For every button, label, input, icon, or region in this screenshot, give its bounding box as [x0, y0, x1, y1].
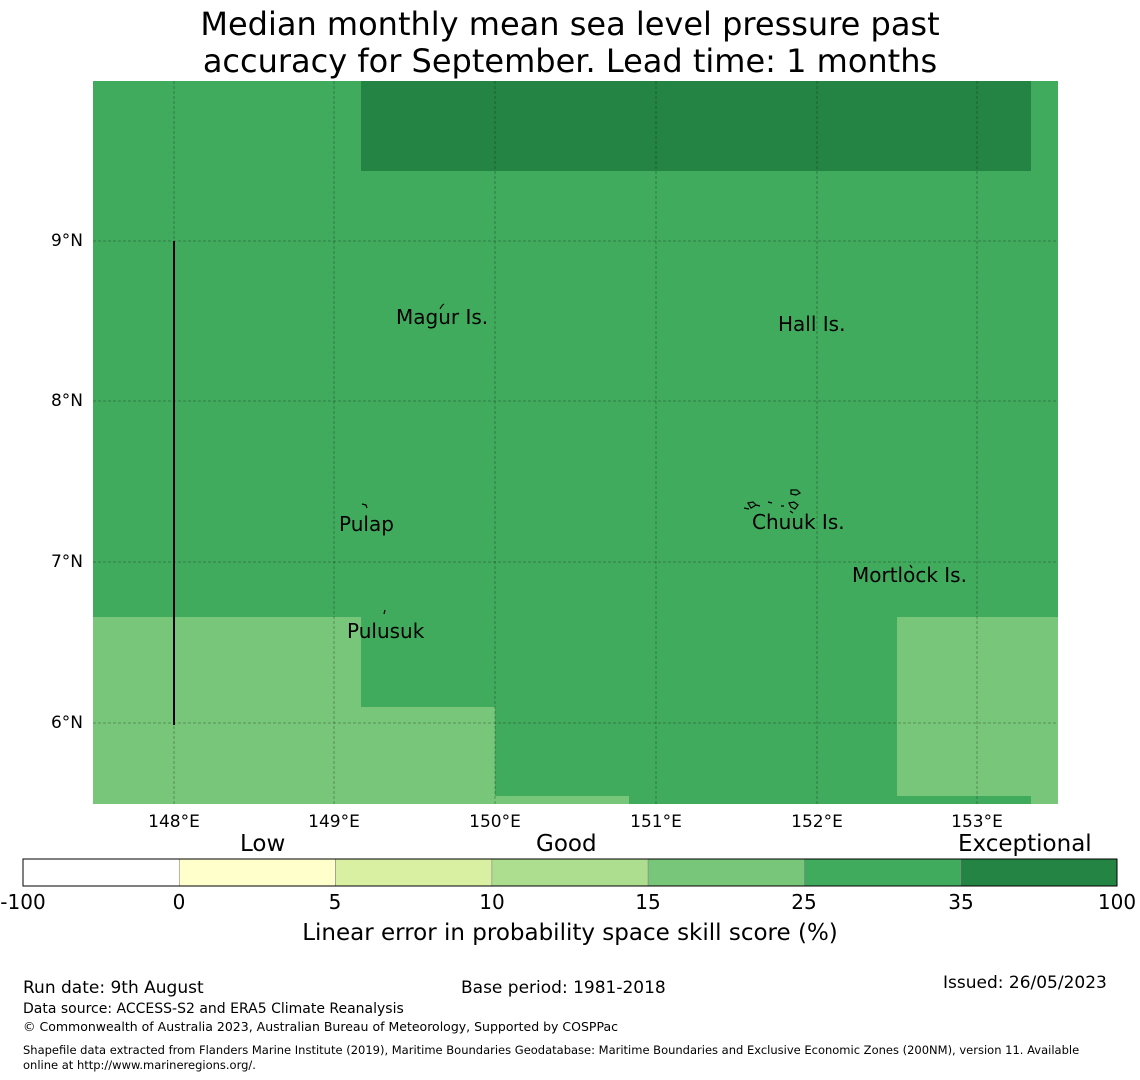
low-skill-cell-west: [93, 617, 361, 804]
place-label-pulap: Pulap: [339, 512, 394, 536]
place-label-chuuk: Chuuk Is.: [752, 510, 845, 534]
exceptional-cell: [361, 81, 1031, 171]
lat-label-8n: 8°N: [50, 391, 83, 411]
colorbar-tick: -100: [0, 890, 46, 914]
mortlock-island-shape: [909, 564, 913, 569]
colorbar-tick: 35: [948, 890, 974, 914]
colorbar-tick: 100: [1097, 890, 1137, 914]
category-label-low: Low: [240, 831, 286, 857]
lon-label-153e: 153°E: [951, 812, 1003, 832]
colorbar-segment: [491, 858, 649, 887]
lon-label-152e: 152°E: [791, 812, 843, 832]
lon-label-150e: 150°E: [469, 812, 521, 832]
data-source: Data source: ACCESS-S2 and ERA5 Climate …: [23, 1001, 404, 1017]
low-skill-cell-far-east: [1031, 617, 1058, 804]
islands: [361, 303, 913, 615]
copyright-notice: © Commonwealth of Australia 2023, Austra…: [23, 1019, 618, 1034]
title-line-1: Median monthly mean sea level pressure p…: [200, 5, 940, 43]
lat-label-6n: 6°N: [50, 713, 83, 733]
lon-label-148e: 148°E: [148, 812, 200, 832]
lat-label-7n: 7°N: [50, 552, 83, 572]
colorbar-tick: 10: [479, 890, 505, 914]
run-date: Run date: 9th August: [23, 978, 204, 998]
shapefile-credit-line-2: online at http://www.marineregions.org/.: [23, 1058, 256, 1072]
colorbar-tick: 15: [635, 890, 661, 914]
colorbar-segment: [960, 858, 1118, 887]
map-title: Median monthly mean sea level pressure p…: [0, 6, 1140, 80]
colorbar-segment: [647, 858, 805, 887]
magur-island-shape: [439, 303, 445, 310]
colorbar-segment: [804, 858, 962, 887]
colorbar-tick: 25: [791, 890, 817, 914]
pulap-island-shape: [361, 503, 368, 509]
colorbar-title: Linear error in probability space skill …: [302, 920, 838, 946]
category-label-exceptional: Exceptional: [958, 831, 1092, 857]
place-label-mortlock: Mortlock Is.: [852, 563, 967, 587]
colorbar-tick: 5: [328, 890, 342, 914]
colorbar-segment: [335, 858, 493, 887]
chuuk-lagoon-shape: [743, 489, 802, 514]
colorbar-segments: [22, 858, 1118, 887]
low-skill-cell-south: [495, 796, 629, 804]
category-label-good: Good: [536, 831, 597, 857]
place-label-magur: Magur Is.: [396, 305, 489, 329]
colorbar-segment: [22, 858, 180, 887]
base-period: Base period: 1981-2018: [461, 978, 666, 998]
colorbar-frame: [22, 858, 1118, 887]
pulusuk-island-shape: [383, 609, 386, 615]
issued-date: Issued: 26/05/2023: [943, 973, 1107, 993]
colorbar-segment: [178, 858, 336, 887]
place-label-hall: Hall Is.: [778, 312, 846, 336]
lon-label-149e: 149°E: [308, 812, 360, 832]
lon-label-151e: 151°E: [630, 812, 682, 832]
colorbar-tick: 0: [172, 890, 186, 914]
low-skill-cell-southwest: [361, 707, 495, 804]
shapefile-credit-line-1: Shapefile data extracted from Flanders M…: [23, 1043, 1080, 1057]
skill-grid: [93, 81, 1058, 804]
place-label-pulusuk: Pulusuk: [347, 619, 425, 643]
title-line-2: accuracy for September. Lead time: 1 mon…: [202, 42, 938, 80]
lat-label-9n: 9°N: [50, 231, 83, 251]
